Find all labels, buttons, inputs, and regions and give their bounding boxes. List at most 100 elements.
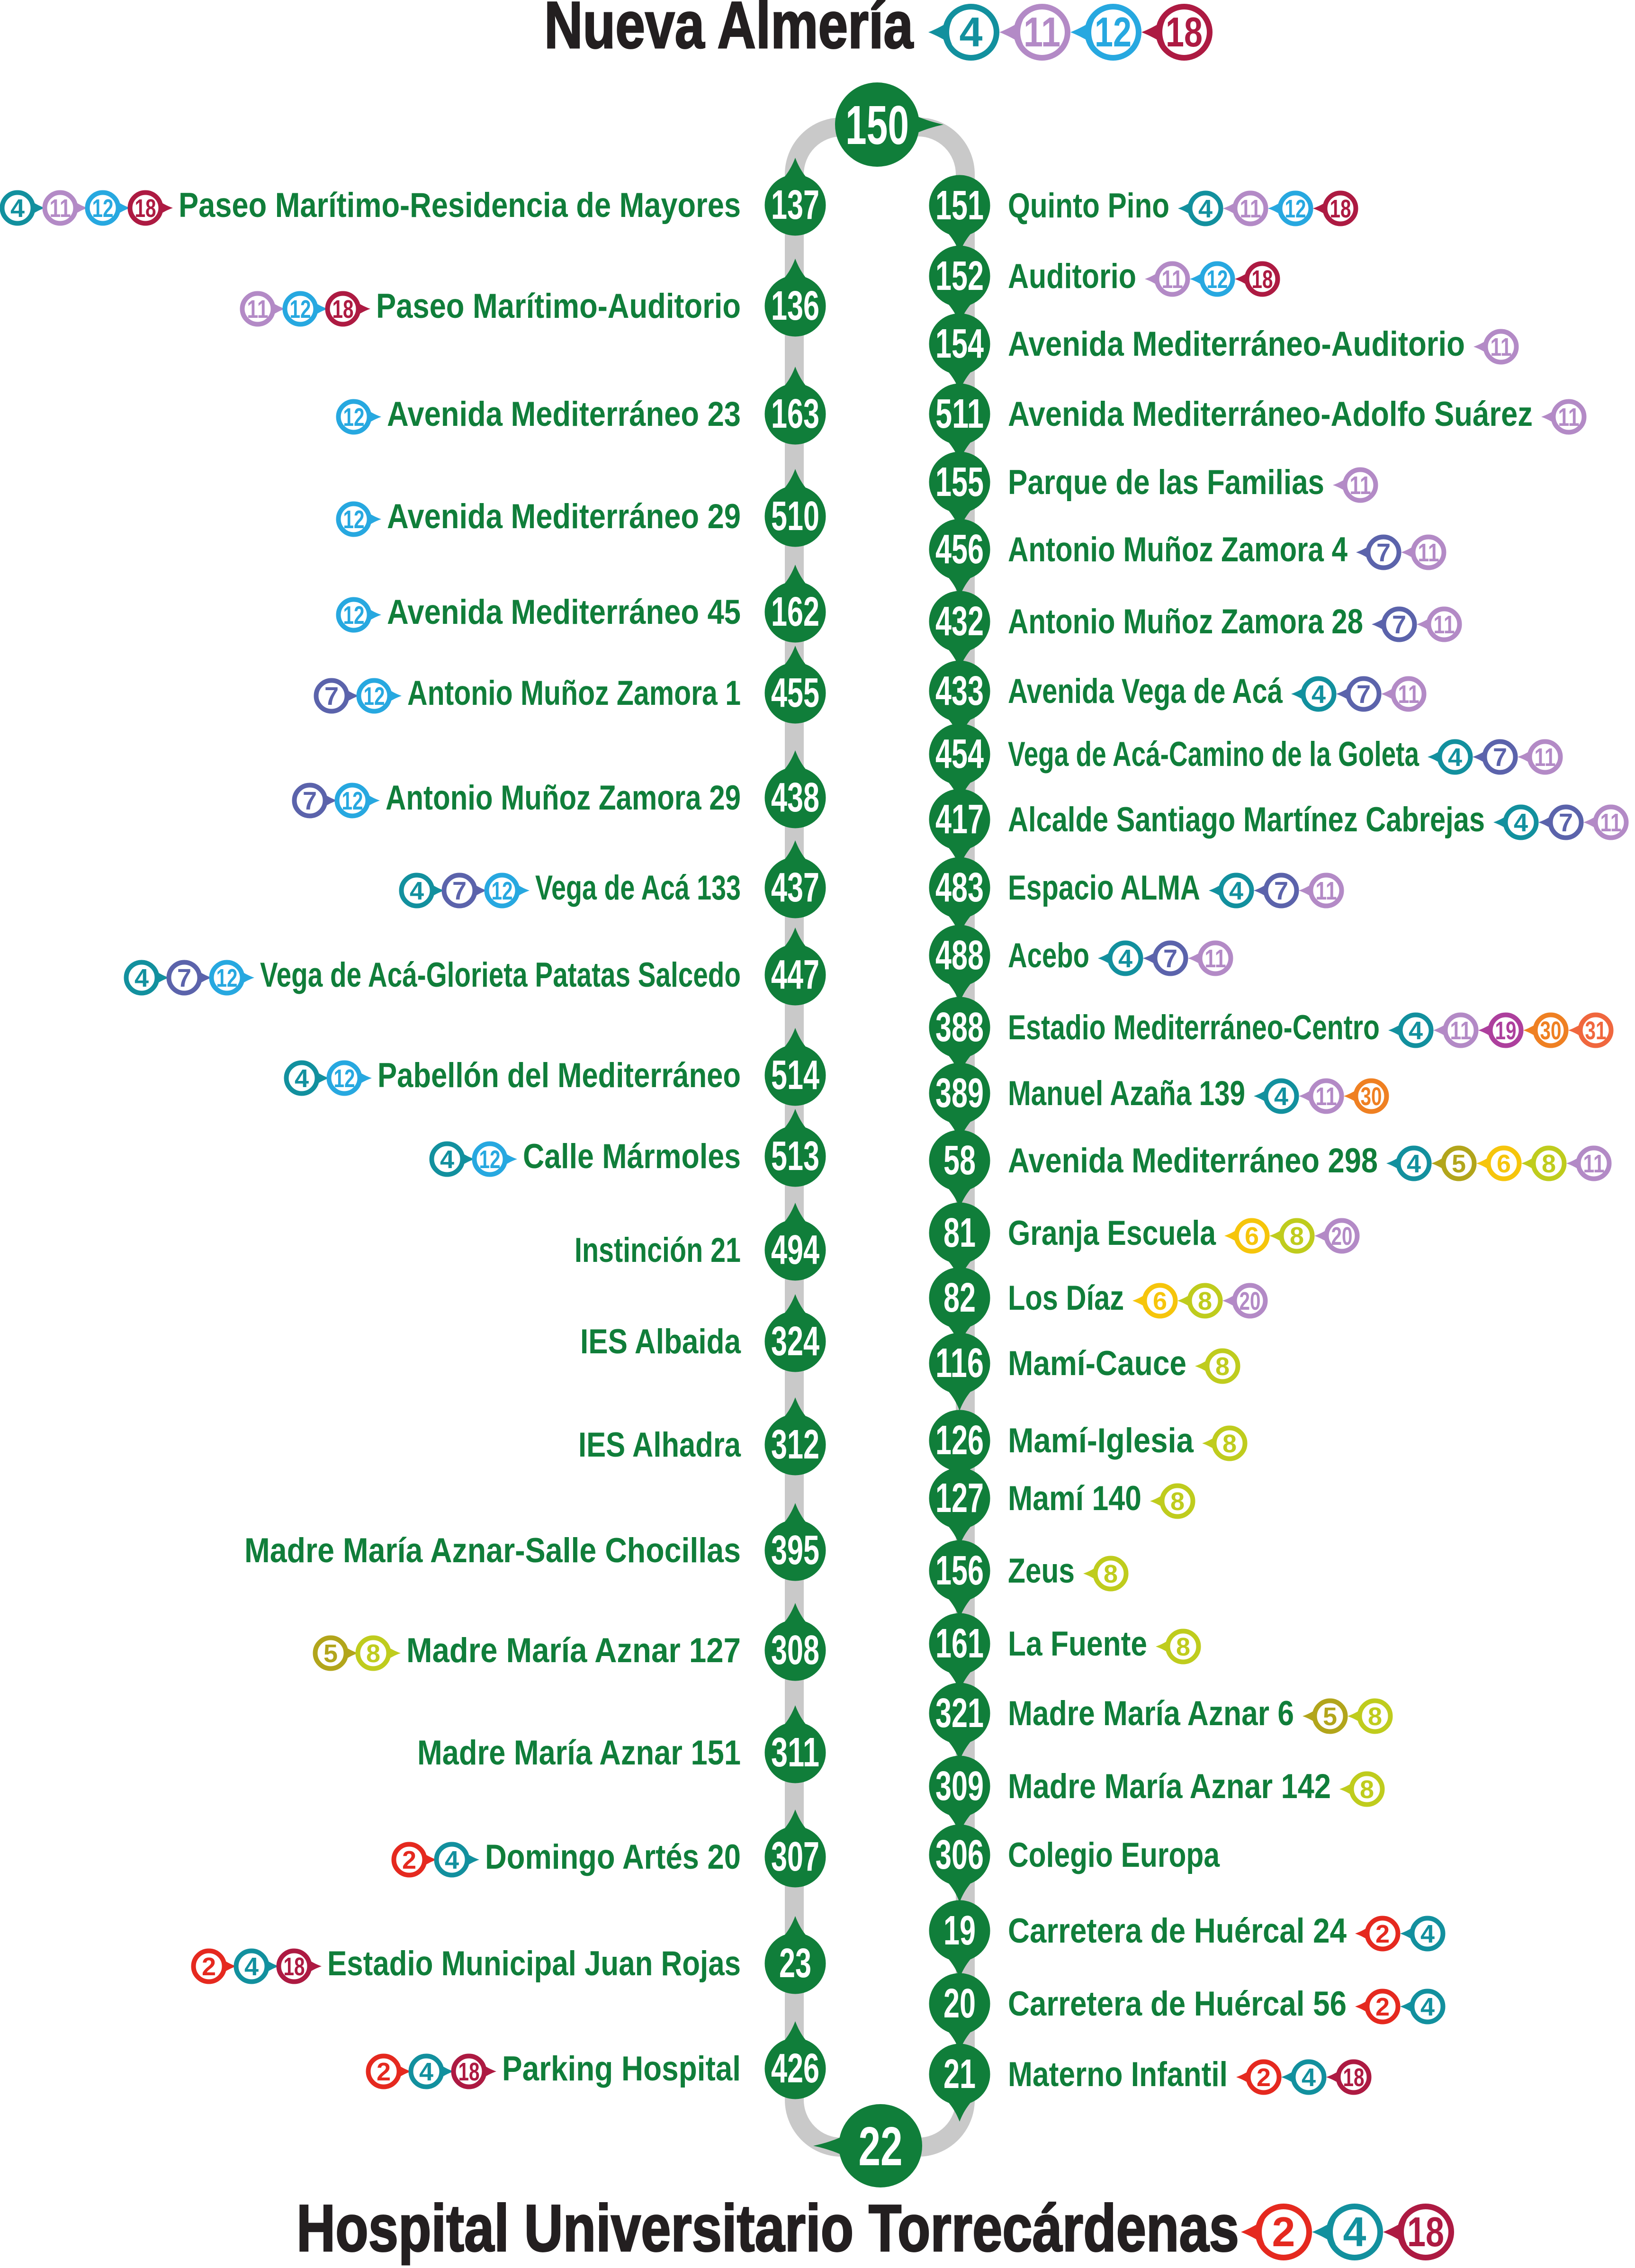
svg-text:11: 11 [1162,265,1183,294]
svg-text:12: 12 [1285,195,1306,223]
svg-text:Vega de Acá 133: Vega de Acá 133 [535,869,741,907]
svg-text:12: 12 [343,403,365,432]
svg-text:321: 321 [935,1690,984,1736]
svg-text:7: 7 [1559,809,1573,837]
svg-text:18: 18 [1166,9,1203,55]
svg-text:150: 150 [845,94,909,156]
svg-text:18: 18 [135,194,156,223]
svg-text:156: 156 [935,1548,984,1593]
svg-text:2: 2 [202,1953,216,1981]
svg-text:12: 12 [364,682,385,711]
svg-text:11: 11 [1583,1150,1605,1178]
svg-text:8: 8 [1176,1633,1190,1661]
svg-text:Parque de las Familias: Parque de las Familias [1008,463,1324,502]
svg-text:Antonio Muñoz Zamora 1: Antonio Muñoz Zamora 1 [407,674,741,712]
svg-text:309: 309 [935,1763,984,1809]
svg-text:7: 7 [452,877,467,905]
svg-text:12: 12 [92,194,114,223]
svg-text:8: 8 [1215,1352,1230,1381]
svg-text:Acebo: Acebo [1008,936,1089,975]
svg-text:388: 388 [935,1004,984,1050]
svg-text:Madre María Aznar 127: Madre María Aznar 127 [406,1631,741,1670]
svg-text:Materno Infantil: Materno Infantil [1008,2055,1228,2094]
svg-text:8: 8 [1198,1287,1212,1315]
svg-text:6: 6 [1245,1222,1259,1251]
svg-text:2: 2 [377,2058,391,2086]
svg-text:136: 136 [771,283,819,329]
svg-text:4: 4 [1514,809,1528,837]
svg-text:8: 8 [1290,1222,1304,1251]
svg-text:8: 8 [366,1639,380,1668]
svg-text:20: 20 [1331,1222,1353,1251]
svg-text:Antonio Muñoz Zamora 28: Antonio Muñoz Zamora 28 [1008,603,1363,641]
svg-text:438: 438 [771,774,819,820]
svg-text:IES Alhadra: IES Alhadra [578,1426,741,1464]
svg-text:Alcalde Santiago Martínez Cabr: Alcalde Santiago Martínez Cabrejas [1008,801,1485,839]
svg-text:11: 11 [1240,195,1261,223]
svg-text:Antonio Muñoz Zamora 29: Antonio Muñoz Zamora 29 [386,779,741,817]
svg-text:152: 152 [935,253,984,299]
svg-text:308: 308 [771,1627,819,1673]
svg-text:Estadio Municipal Juan Rojas: Estadio Municipal Juan Rojas [327,1944,741,1983]
svg-text:7: 7 [177,964,191,992]
svg-text:Los Díaz: Los Díaz [1008,1279,1124,1317]
svg-text:307: 307 [771,1834,819,1880]
svg-text:514: 514 [771,1052,819,1098]
svg-text:30: 30 [1361,1082,1382,1111]
svg-text:4: 4 [445,1846,459,1874]
svg-text:8: 8 [1104,1560,1118,1588]
svg-text:22: 22 [859,2115,903,2177]
svg-text:4: 4 [1448,743,1462,772]
svg-text:395: 395 [771,1527,819,1573]
svg-text:311: 311 [771,1729,819,1775]
svg-text:20: 20 [943,1980,976,2026]
svg-text:Carretera de Huércal 24: Carretera de Huércal 24 [1008,1912,1347,1950]
svg-text:Mamí-Iglesia: Mamí-Iglesia [1008,1422,1194,1460]
svg-text:312: 312 [771,1422,819,1467]
svg-text:Antonio Muñoz Zamora 4: Antonio Muñoz Zamora 4 [1008,531,1348,569]
svg-text:12: 12 [342,787,363,815]
svg-text:Domingo Artés 20: Domingo Artés 20 [485,1838,741,1876]
svg-text:483: 483 [935,864,984,910]
svg-text:Paseo Marítimo-Residencia de M: Paseo Marítimo-Residencia de Mayores [179,186,741,225]
svg-text:4: 4 [410,877,424,905]
svg-text:Pabellón del Mediterráneo: Pabellón del Mediterráneo [377,1056,741,1095]
svg-text:Colegio Europa: Colegio Europa [1008,1836,1220,1874]
svg-text:20: 20 [1240,1287,1261,1315]
svg-text:7: 7 [1357,680,1371,709]
svg-text:11: 11 [50,194,71,223]
svg-text:11: 11 [1398,680,1419,709]
svg-text:11: 11 [1350,471,1371,500]
svg-text:456: 456 [935,526,984,572]
svg-text:4: 4 [1118,945,1132,973]
svg-text:Avenida Mediterráneo 23: Avenida Mediterráneo 23 [387,395,741,433]
svg-text:Avenida Vega de Acá: Avenida Vega de Acá [1008,672,1283,711]
svg-text:161: 161 [935,1620,984,1666]
svg-text:513: 513 [771,1133,819,1179]
svg-text:8: 8 [1368,1702,1382,1731]
svg-text:4: 4 [1198,195,1213,223]
svg-text:Calle Mármoles: Calle Mármoles [523,1137,741,1176]
svg-text:2: 2 [1375,1920,1390,1948]
svg-text:58: 58 [943,1137,976,1183]
svg-text:19: 19 [943,1908,976,1953]
svg-text:4: 4 [295,1064,309,1093]
svg-text:Mamí-Cauce: Mamí-Cauce [1008,1344,1186,1383]
svg-text:Nueva Almería: Nueva Almería [544,0,914,62]
svg-text:11: 11 [1316,1082,1337,1111]
svg-text:5: 5 [1323,1702,1337,1731]
svg-text:324: 324 [771,1318,819,1364]
svg-text:4: 4 [1407,1150,1421,1178]
svg-text:12: 12 [343,505,365,534]
svg-text:11: 11 [1316,877,1337,905]
svg-text:11: 11 [247,295,269,324]
svg-text:2: 2 [1272,2208,1295,2255]
svg-text:Madre María Aznar-Salle Chocil: Madre María Aznar-Salle Chocillas [244,1531,741,1570]
svg-text:2: 2 [1257,2063,1271,2092]
svg-text:23: 23 [779,1940,811,1986]
svg-text:437: 437 [771,864,819,910]
svg-text:426: 426 [771,2045,819,2091]
svg-text:12: 12 [216,964,238,992]
svg-text:21: 21 [943,2051,976,2097]
svg-text:488: 488 [935,932,984,978]
